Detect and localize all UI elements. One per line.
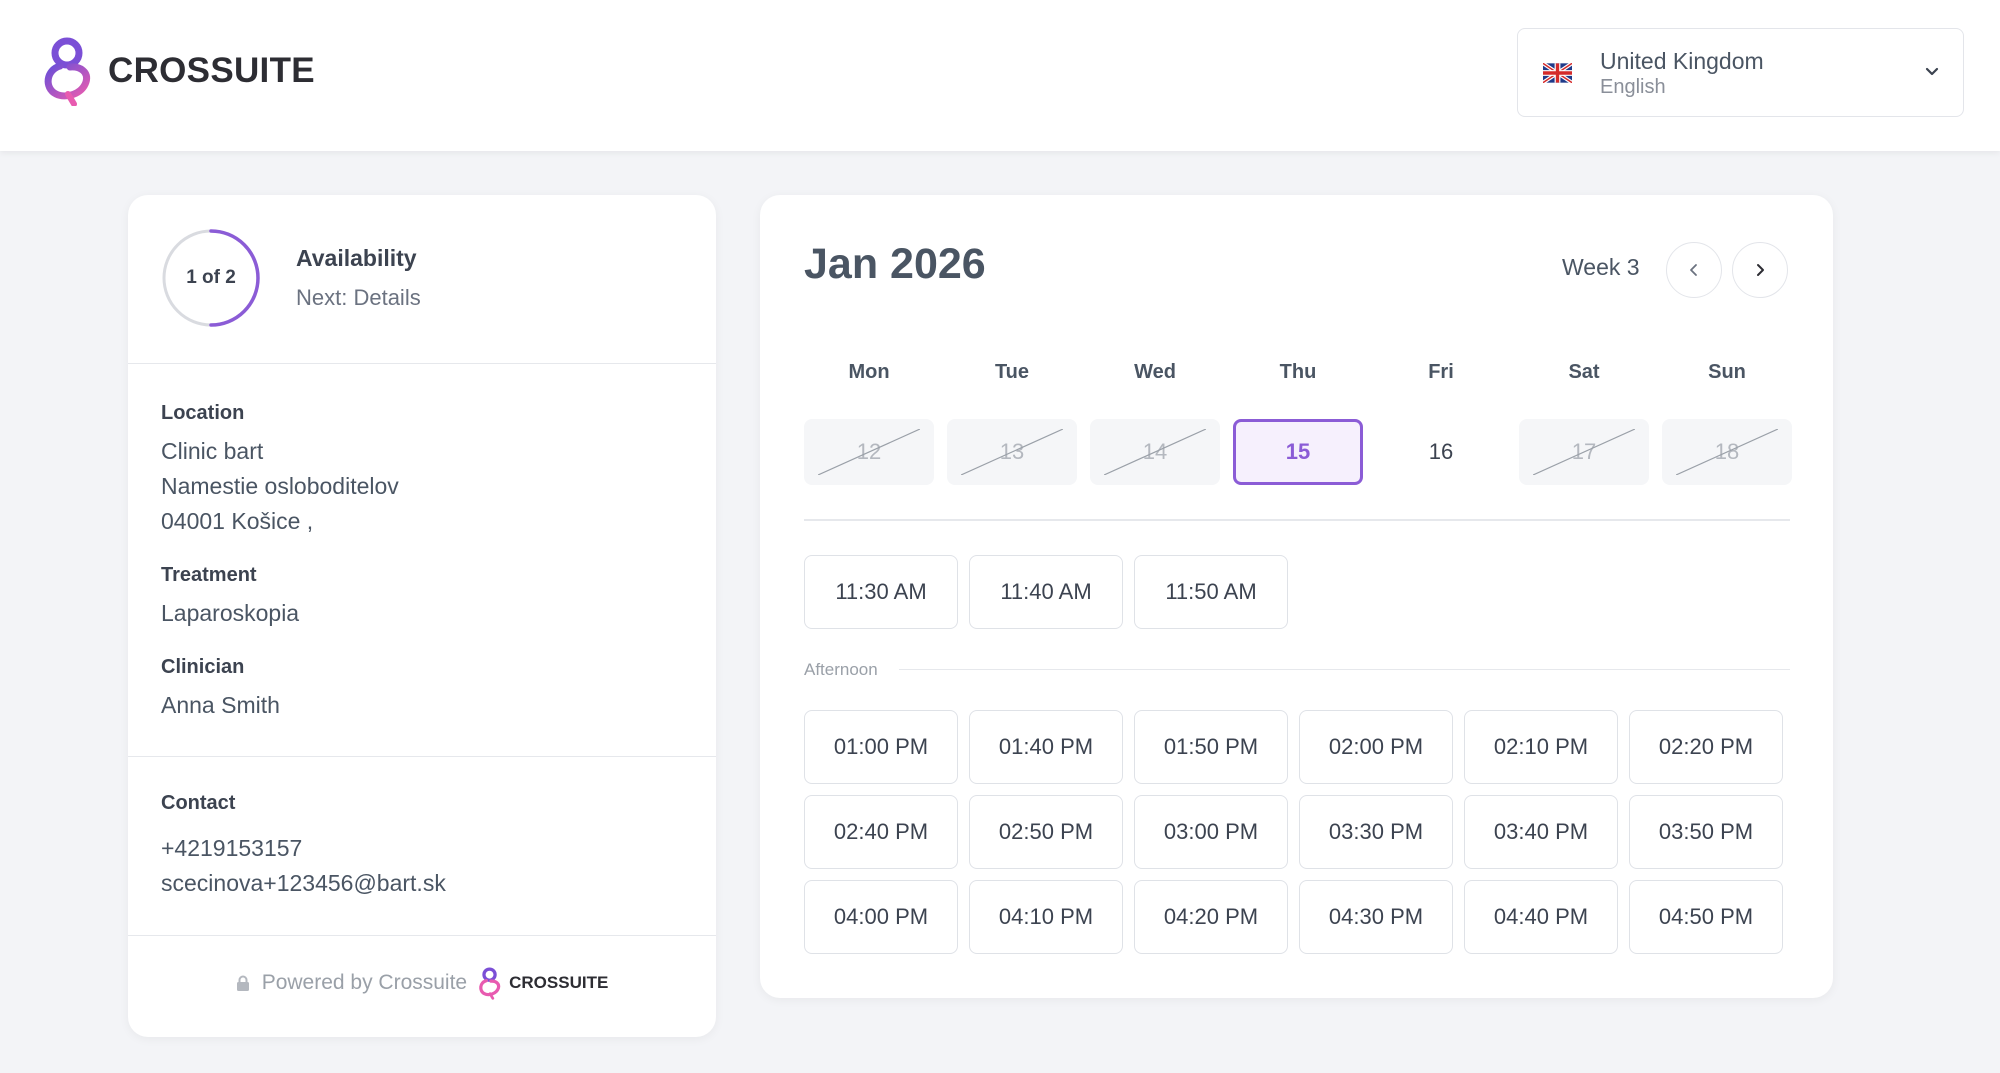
day-cell-13: 13 — [947, 419, 1077, 485]
divider — [128, 935, 716, 936]
contact-email: scecinova+123456@bart.sk — [161, 870, 446, 896]
day-name-thu: Thu — [1279, 361, 1317, 383]
next-step-label: Next: Details — [296, 285, 421, 310]
day-cell-12: 12 — [804, 419, 934, 485]
step-progress-ring — [162, 229, 260, 327]
calendar-divider — [804, 519, 1790, 521]
powered-by-footer: Powered by Crossuite CROSSUITE — [128, 963, 716, 1003]
language-selector[interactable]: United Kingdom English — [1517, 28, 1964, 117]
time-slot-button[interactable]: 03:30 PM — [1299, 795, 1453, 869]
time-slot-button[interactable]: 04:00 PM — [804, 880, 958, 954]
afternoon-label: Afternoon — [804, 660, 878, 679]
strikethrough-line — [1104, 429, 1206, 475]
time-slot-button[interactable]: 02:10 PM — [1464, 710, 1618, 784]
clinician-label: Clinician — [161, 656, 245, 678]
contact-label: Contact — [161, 792, 236, 814]
crossuite-logo[interactable]: CROSSUITE — [40, 36, 315, 106]
location-line-2: Namestie osloboditelov — [161, 473, 399, 499]
strikethrough-line — [1676, 429, 1778, 475]
footer-brand-name: CROSSUITE — [509, 973, 609, 992]
time-slot-button[interactable]: 02:40 PM — [804, 795, 958, 869]
treatment-value: Laparoskopia — [161, 600, 300, 626]
strikethrough-line — [1533, 429, 1635, 475]
clinician-value: Anna Smith — [161, 692, 280, 718]
calendar-card: Jan 2026 Week 3 Mon 12 Tue 13 Wed 14 Thu 15 Fri 1… — [760, 195, 1833, 998]
day-cell-14: 14 — [1090, 419, 1220, 485]
chevron-left-icon — [1690, 264, 1697, 276]
day-name-fri: Fri — [1428, 361, 1454, 383]
time-slot-button[interactable]: 04:50 PM — [1629, 880, 1783, 954]
brand-name: CROSSUITE — [108, 51, 315, 90]
time-slot-button[interactable]: 04:20 PM — [1134, 880, 1288, 954]
strikethrough-line — [961, 429, 1063, 475]
powered-by-text: Powered by Crossuite — [261, 971, 468, 994]
selected-country: United Kingdom — [1600, 47, 1764, 74]
time-slot-button[interactable]: 02:50 PM — [969, 795, 1123, 869]
time-slot-button[interactable]: 03:50 PM — [1629, 795, 1783, 869]
time-slot-button[interactable]: 01:00 PM — [804, 710, 958, 784]
day-cell-16[interactable]: 16 — [1376, 419, 1506, 485]
time-slot-button[interactable]: 02:20 PM — [1629, 710, 1783, 784]
day-cell-18: 18 — [1662, 419, 1792, 485]
time-slot-button[interactable]: 04:30 PM — [1299, 880, 1453, 954]
previous-week-button[interactable] — [1666, 242, 1722, 298]
treatment-label: Treatment — [161, 564, 257, 586]
afternoon-divider — [899, 669, 1790, 670]
day-name-sun: Sun — [1708, 361, 1746, 383]
location-label: Location — [161, 402, 245, 424]
time-slot-button[interactable]: 11:40 AM — [969, 555, 1123, 629]
language-selector-text: United Kingdom English — [1600, 47, 1764, 99]
selected-language: English — [1600, 75, 1666, 98]
time-slot-button[interactable]: 04:10 PM — [969, 880, 1123, 954]
time-slot-button[interactable]: 02:00 PM — [1299, 710, 1453, 784]
month-title: Jan 2026 — [804, 240, 986, 288]
step-title: Availability — [296, 245, 417, 271]
time-slot-button[interactable]: 11:30 AM — [804, 555, 958, 629]
contact-phone: +4219153157 — [161, 835, 303, 861]
uk-flag-icon — [1543, 62, 1572, 83]
day-name-wed: Wed — [1134, 361, 1176, 383]
divider — [128, 363, 716, 364]
day-number: 15 — [1285, 439, 1311, 464]
week-label: Week 3 — [1562, 254, 1640, 280]
location-line-3: 04001 Košice , — [161, 508, 314, 534]
time-slot-button[interactable]: 11:50 AM — [1134, 555, 1288, 629]
time-slot-button[interactable]: 04:40 PM — [1464, 880, 1618, 954]
divider — [128, 756, 716, 757]
chevron-right-icon — [1757, 264, 1764, 276]
chevron-down-icon — [1925, 67, 1939, 76]
step-progress-label: 1 of 2 — [186, 267, 236, 288]
time-slot-button[interactable]: 03:40 PM — [1464, 795, 1618, 869]
crossuite-logo-icon — [479, 967, 501, 1000]
day-number: 16 — [1428, 439, 1454, 464]
day-cell-15[interactable]: 15 — [1233, 419, 1363, 485]
lock-icon — [236, 975, 249, 991]
day-name-tue: Tue — [994, 361, 1030, 383]
time-slot-button[interactable]: 01:50 PM — [1134, 710, 1288, 784]
strikethrough-line — [818, 429, 920, 475]
location-line-1: Clinic bart — [161, 438, 264, 464]
top-header: CROSSUITE United Kingdom English — [0, 0, 2000, 151]
day-name-sat: Sat — [1568, 361, 1600, 383]
time-slot-button[interactable]: 01:40 PM — [969, 710, 1123, 784]
day-cell-17: 17 — [1519, 419, 1649, 485]
next-week-button[interactable] — [1732, 242, 1788, 298]
day-name-mon: Mon — [848, 361, 890, 383]
time-slot-button[interactable]: 03:00 PM — [1134, 795, 1288, 869]
crossuite-logo-icon — [44, 37, 91, 106]
booking-summary-card: 1 of 2 Availability Next: Details Locati… — [128, 195, 716, 1037]
